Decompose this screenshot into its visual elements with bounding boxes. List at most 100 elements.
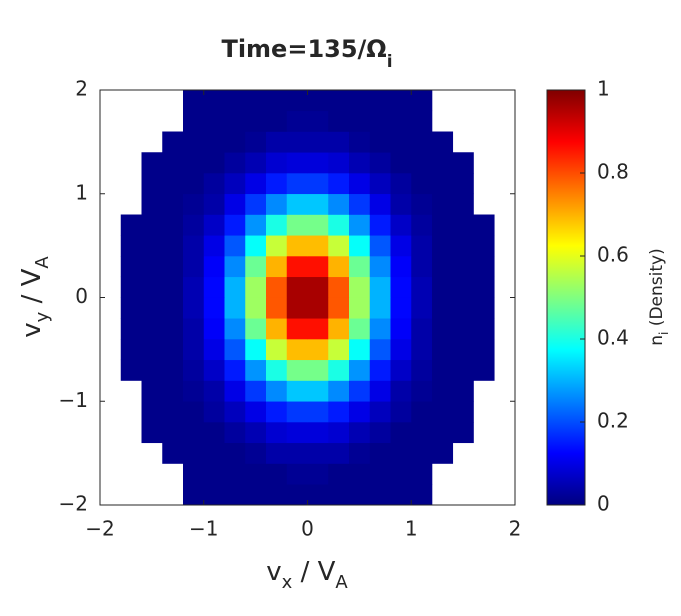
density-cell [452, 173, 474, 195]
density-cell [328, 463, 350, 485]
density-cell [224, 152, 246, 174]
density-cell [203, 318, 225, 340]
density-cell [411, 380, 433, 402]
density-cell [224, 463, 246, 485]
density-cell [411, 484, 433, 506]
density-cell [286, 214, 308, 236]
density-cell [183, 214, 205, 236]
density-cell [452, 152, 474, 174]
density-cell [369, 380, 391, 402]
density-cell [390, 339, 412, 361]
density-cell [307, 276, 329, 298]
density-cell [473, 359, 495, 381]
density-cell [411, 276, 433, 298]
density-cell [432, 214, 454, 236]
density-cell [224, 110, 246, 132]
density-cell [224, 173, 246, 195]
density-cell [203, 297, 225, 319]
density-cell [162, 173, 184, 195]
y-tick-label: 0 [75, 284, 88, 308]
density-cell [369, 484, 391, 506]
density-cell [432, 256, 454, 278]
colorbar-tick-label: 0.6 [597, 243, 629, 267]
density-cell [120, 214, 142, 236]
density-cell [369, 359, 391, 381]
density-cell [120, 256, 142, 278]
density-cell [286, 235, 308, 257]
density-cell [120, 359, 142, 381]
density-cell [224, 297, 246, 319]
density-cell [349, 422, 371, 444]
density-cell [203, 463, 225, 485]
density-cell [162, 442, 184, 464]
density-cell [349, 214, 371, 236]
density-cell [141, 173, 163, 195]
density-cell [245, 484, 267, 506]
density-cell [183, 442, 205, 464]
density-cell [183, 318, 205, 340]
density-cell [452, 256, 474, 278]
density-cell [141, 235, 163, 257]
density-cell [245, 276, 267, 298]
density-cell [307, 380, 329, 402]
density-cell [286, 339, 308, 361]
density-cell [286, 193, 308, 215]
y-tick-label: −1 [59, 388, 88, 412]
density-cell [266, 173, 288, 195]
density-cell [266, 110, 288, 132]
density-cell [411, 359, 433, 381]
density-cell [286, 318, 308, 340]
density-cell [141, 193, 163, 215]
density-cell [183, 276, 205, 298]
y-tick-label: −2 [59, 492, 88, 516]
density-cell [349, 235, 371, 257]
density-cell [390, 380, 412, 402]
density-cell [162, 193, 184, 215]
density-cell [286, 484, 308, 506]
colorbar [546, 89, 586, 506]
density-cell [307, 256, 329, 278]
density-cell [411, 110, 433, 132]
density-cell [432, 422, 454, 444]
density-cell [203, 484, 225, 506]
density-cell [411, 256, 433, 278]
density-cell [432, 359, 454, 381]
density-cell [183, 110, 205, 132]
density-cell [411, 90, 433, 112]
density-cell [307, 131, 329, 153]
density-cell [328, 214, 350, 236]
density-cell [120, 276, 142, 298]
density-cell [307, 401, 329, 423]
density-cell [245, 401, 267, 423]
density-cell [266, 339, 288, 361]
density-cell [183, 131, 205, 153]
density-cell [307, 318, 329, 340]
density-cell [183, 484, 205, 506]
density-cell [286, 152, 308, 174]
density-cell [307, 90, 329, 112]
density-cell [183, 339, 205, 361]
density-cell [266, 214, 288, 236]
density-cell [141, 152, 163, 174]
density-cell [349, 318, 371, 340]
colorbar-tick-label: 0.4 [597, 326, 629, 350]
density-cell [224, 90, 246, 112]
density-cell [390, 484, 412, 506]
density-cell [452, 339, 474, 361]
density-cell [286, 422, 308, 444]
density-cell [183, 173, 205, 195]
density-cell [328, 276, 350, 298]
density-cell [120, 318, 142, 340]
x-tick-label: −2 [85, 517, 114, 541]
density-cell [224, 359, 246, 381]
density-cell [266, 401, 288, 423]
colorbar-tick-label: 1 [597, 77, 610, 101]
density-cell [369, 214, 391, 236]
density-cell [349, 442, 371, 464]
density-cell [141, 214, 163, 236]
density-cell [183, 90, 205, 112]
density-cell [390, 463, 412, 485]
title-text: Time=135/Ω [221, 35, 386, 63]
colorbar-tick-label: 0.2 [597, 409, 629, 433]
density-cell [369, 276, 391, 298]
